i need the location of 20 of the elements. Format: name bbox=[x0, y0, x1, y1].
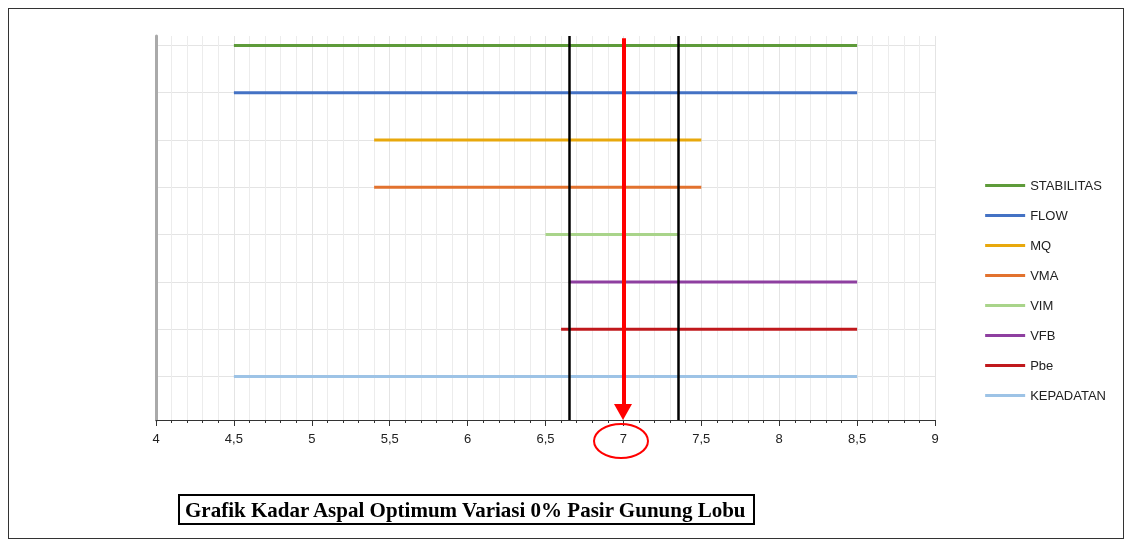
x-tick-label: 5 bbox=[308, 431, 316, 446]
text: Grafik Kadar Aspal Optimum Variasi 0% Pasir Gunung Lobu bbox=[185, 497, 746, 522]
legend-label: VMA bbox=[1030, 268, 1059, 283]
x-tick-label: 7 bbox=[619, 431, 628, 446]
legend-label: KEPADATAN bbox=[1030, 388, 1107, 403]
x-tick-label: 9 bbox=[931, 431, 939, 446]
legend-label: MQ bbox=[1030, 238, 1052, 253]
x-tick-label: 8,5 bbox=[848, 431, 867, 446]
x-tick-label: 6 bbox=[463, 431, 472, 446]
legend-label: VIM bbox=[1030, 298, 1054, 313]
x-tick-label: 5,5 bbox=[380, 431, 399, 446]
legend-label: STABILITAS bbox=[1030, 178, 1103, 193]
x-tick-label: 4,5 bbox=[224, 431, 243, 446]
x-tick-label: 7,5 bbox=[692, 431, 711, 446]
x-tick-label: 8 bbox=[775, 431, 783, 446]
legend-label: Pbe bbox=[1030, 358, 1054, 373]
legend-label: FLOW bbox=[1030, 208, 1069, 223]
x-tick-label: 4 bbox=[152, 431, 160, 446]
x-tick-label: 6,5 bbox=[536, 431, 555, 446]
legend-label: VFB bbox=[1030, 328, 1056, 343]
